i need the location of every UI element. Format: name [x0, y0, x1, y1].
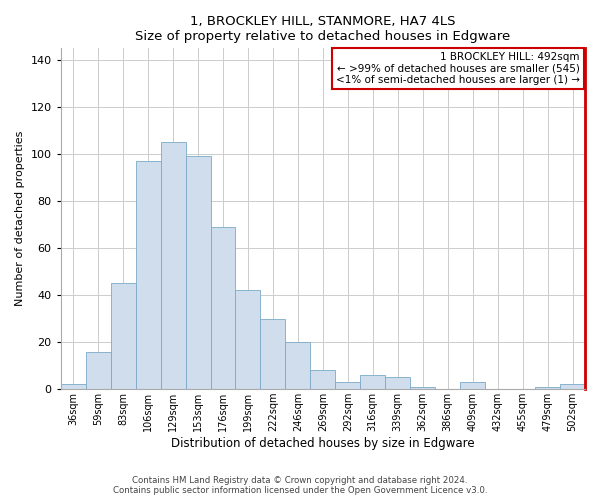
X-axis label: Distribution of detached houses by size in Edgware: Distribution of detached houses by size …	[171, 437, 475, 450]
Bar	[185, 156, 211, 389]
Text: Contains HM Land Registry data © Crown copyright and database right 2024.
Contai: Contains HM Land Registry data © Crown c…	[113, 476, 487, 495]
Bar	[335, 382, 361, 389]
Bar	[86, 352, 110, 389]
Text: 1 BROCKLEY HILL: 492sqm
← >99% of detached houses are smaller (545)
<1% of semi-: 1 BROCKLEY HILL: 492sqm ← >99% of detach…	[336, 52, 580, 85]
Bar	[385, 378, 410, 389]
Bar	[260, 318, 286, 389]
Bar	[136, 161, 161, 389]
Bar	[310, 370, 335, 389]
Bar	[211, 227, 235, 389]
Title: 1, BROCKLEY HILL, STANMORE, HA7 4LS
Size of property relative to detached houses: 1, BROCKLEY HILL, STANMORE, HA7 4LS Size…	[135, 15, 511, 43]
Bar	[361, 375, 385, 389]
Bar	[410, 387, 435, 389]
Bar	[535, 387, 560, 389]
Bar	[110, 284, 136, 389]
Bar	[460, 382, 485, 389]
Bar	[235, 290, 260, 389]
Bar	[61, 384, 86, 389]
Bar	[286, 342, 310, 389]
Bar	[161, 142, 185, 389]
Bar	[560, 384, 585, 389]
Y-axis label: Number of detached properties: Number of detached properties	[15, 131, 25, 306]
